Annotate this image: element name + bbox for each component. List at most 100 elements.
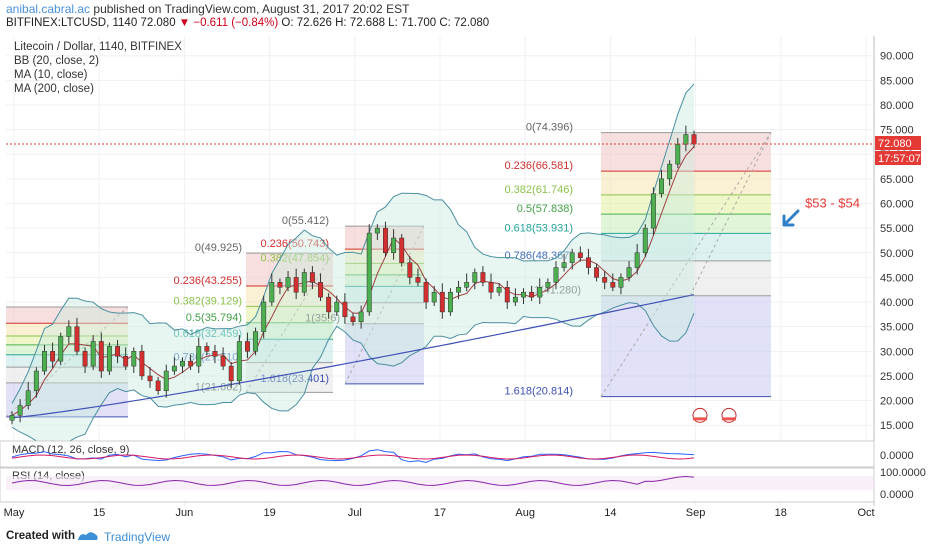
fib-band [601,194,771,215]
x-tick-label: Sep [686,507,706,519]
y-tick-label: 85.000 [880,75,914,87]
fib-level-label: 0.382(47.854) [261,252,330,264]
fib-level-label: 0.382(39.129) [174,295,243,307]
fib-band [246,362,333,393]
candle-body [139,351,145,377]
indicator-legend: MA (10, close) [14,69,88,81]
tradingview-brand[interactable]: TradingView [104,530,171,544]
candle-body [358,311,364,323]
candle-body [58,336,64,362]
candle-body [464,282,470,288]
fib-band [246,286,333,307]
flag-icon [722,417,736,421]
candle-body [610,282,616,288]
candle-body [285,277,291,288]
fib-band [601,171,771,195]
candle-body [407,262,413,278]
candle-body [439,291,445,313]
candle-body [228,365,234,382]
x-tick-label: 19 [263,507,275,519]
fib-level-label: 0.618(53.931) [505,222,574,234]
candle-body [618,277,624,288]
candle-body [545,282,551,288]
fib-band [246,322,333,340]
chart-canvas[interactable]: 90.00085.00080.00075.00070.00065.00060.0… [0,36,932,524]
fib-level-label: 0.382(61.746) [505,184,574,196]
candle-body [391,237,397,254]
candle-body [585,257,591,268]
candle-body [115,346,121,357]
candle-body [204,346,210,352]
fib-level-label: 1.618(20.814) [505,386,574,398]
candle-body [293,277,299,293]
x-tick-label: 14 [604,507,616,519]
fib-band [6,354,128,368]
candle-body [374,227,380,234]
candle-body [561,262,567,268]
price-target-annotation: $53 - $54 [805,196,860,211]
fib-level-label: 0.236(43.255) [174,275,243,287]
x-tick-label: 17 [434,507,446,519]
candle-body [650,193,656,229]
fib-band [345,302,424,324]
last-price-tag [875,135,921,150]
candle-body [131,351,137,367]
candle-body [342,301,348,318]
rsi-tick-label: 100.0000 [880,467,926,479]
x-tick-label: Oct [857,507,874,519]
candle-body [90,341,96,367]
publish-line: anibal.cabral.ac published on TradingVie… [6,2,409,16]
candle-body [66,326,72,337]
fib-band [345,274,424,287]
candle-body [212,351,218,357]
candle-body [25,390,31,406]
x-tick-label: Jul [348,507,362,519]
candle-body [326,296,332,313]
last-price-label: 72.080 [878,138,912,150]
candle-body [683,134,689,145]
fib-level-label: 0(55.412) [282,215,329,227]
macd-pane [0,440,875,468]
fib-trend-line [344,225,425,385]
candle-body [188,360,194,367]
author-link[interactable]: anibal.cabral.ac [6,2,91,16]
candle-body [447,291,453,313]
rsi-tick-label: 0.0000 [880,489,914,501]
candle-body [521,291,526,298]
candle-body [642,227,648,254]
ticker-symbol-price: BITFINEX:LTCUSD, 1140 72.080 [6,17,176,29]
countdown-label: 17:57:07 [878,153,921,165]
candle-body [496,287,502,293]
y-tick-label: 80.000 [880,100,914,112]
fib-band [6,344,128,355]
chart-title: Litecoin / Dollar, 1140, BITFINEX [14,41,182,53]
candle-body [602,277,608,283]
indicator-legend: BB (20, close, 2) [14,55,99,67]
candle-body [626,267,632,278]
candle-body [106,346,112,372]
fib-band [345,249,424,264]
indicator-legend: MA (200, close) [14,83,94,95]
flag-icon [693,417,707,421]
fib-level-label: 0(49.925) [195,242,242,254]
y-tick-label: 15.000 [880,420,914,432]
y-tick-label: 75.000 [880,125,914,137]
candle-body [366,232,372,313]
candle-body [529,291,535,298]
fib-level-label: 0.5(35.794) [186,312,242,324]
candle-body [350,316,356,323]
y-tick-label: 45.000 [880,272,914,284]
candle-body [17,405,23,416]
candle-body [399,237,405,263]
chart-header: anibal.cabral.ac published on TradingVie… [0,0,932,36]
ticker-ohlc: O: 72.626 H: 72.688 L: 71.700 C: 72.080 [281,17,490,29]
candle-body [196,346,202,367]
fib-level-label: 0.618(32.459) [174,328,243,340]
candle-body [569,252,575,263]
bollinger-band-fill [12,84,694,445]
fib-band [601,233,771,261]
candle-body [82,351,88,367]
ticker-line: BITFINEX:LTCUSD, 1140 72.080 ▼ −0.611 (−… [6,17,489,29]
y-tick-label: 30.000 [880,346,914,358]
fib-level-label: 1(35.6) [305,313,340,325]
